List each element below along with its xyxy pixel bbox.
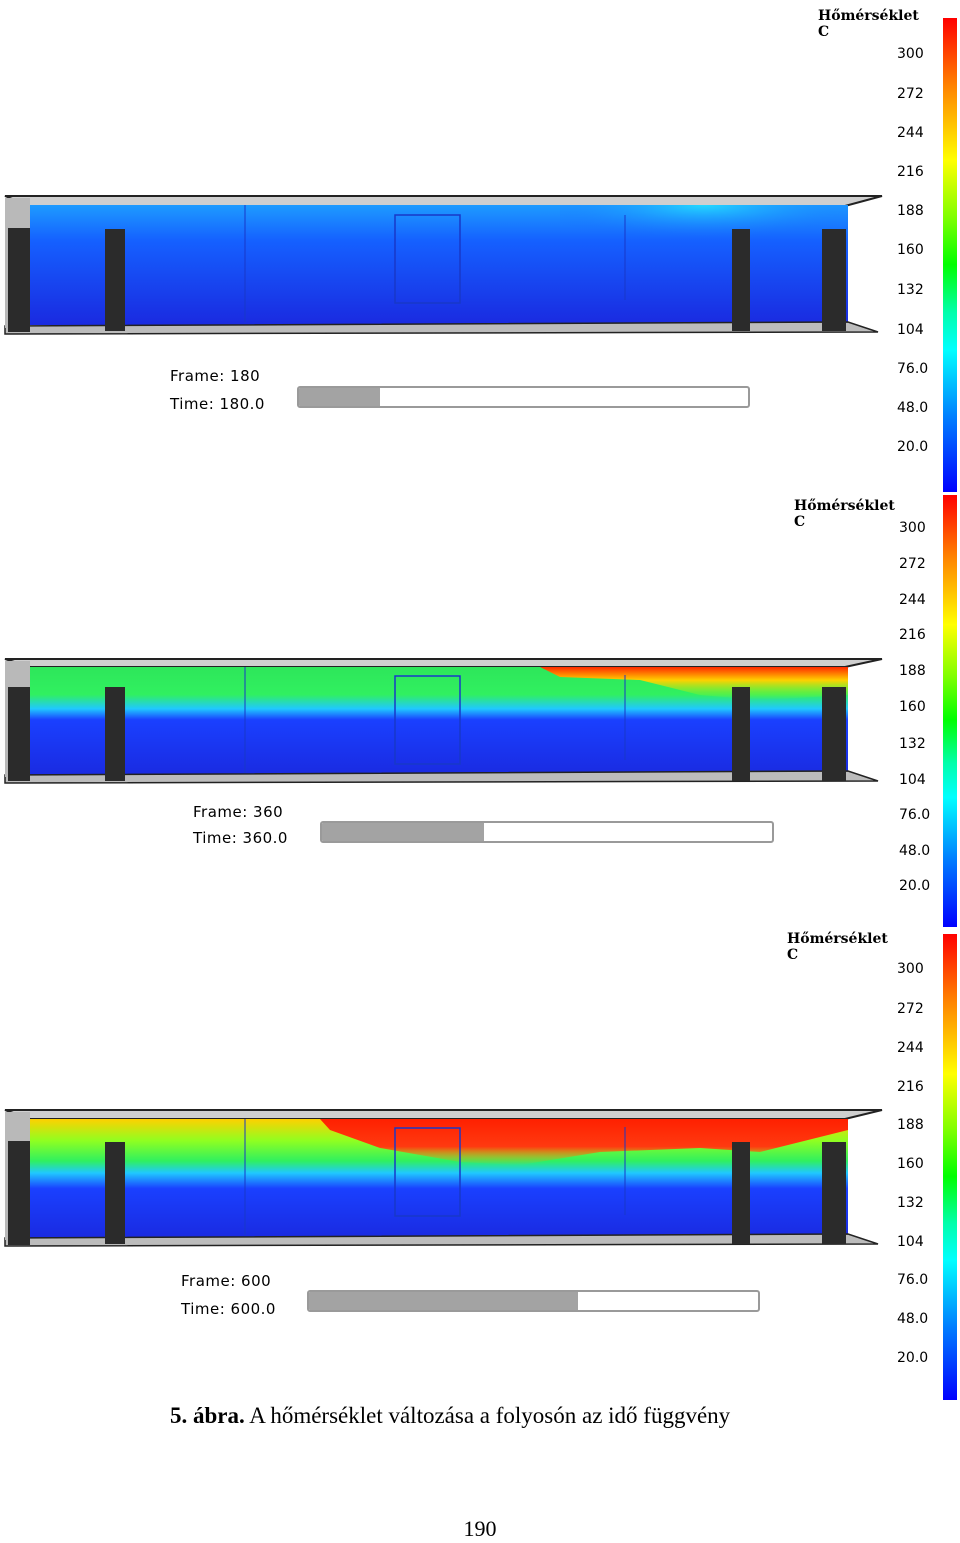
legend-tick: 104 [897,322,924,338]
simulation-panel-2: Hőmérséklet C 300 272 244 216 188 160 13… [0,495,960,930]
page-number: 190 [463,1516,497,1541]
time-progress-bar[interactable] [307,1290,760,1312]
color-scale-bar [943,495,957,927]
time-progress-fill [299,388,380,406]
color-scale-bar [943,934,957,1400]
legend-title-text: Hőmérséklet [794,498,895,514]
legend-tick: 48.0 [897,400,929,416]
caption-prefix: 5. ábra. [170,1403,245,1428]
legend-unit: C [787,947,799,963]
legend-tick: 272 [899,556,926,572]
legend-tick: 132 [897,1195,924,1211]
legend-unit: C [818,24,830,40]
frame-label: Frame: 360 [193,803,284,821]
legend-tick: 216 [897,164,924,180]
time-label: Time: 600.0 [181,1300,276,1318]
figure-caption: 5. ábra. A hőmérséklet változása a folyo… [170,1403,730,1429]
corridor-render [4,1109,883,1247]
legend-title: Hőmérséklet C [794,498,895,530]
legend-title-text: Hőmérséklet [787,931,888,947]
frame-label: Frame: 180 [170,367,261,385]
time-progress-bar[interactable] [297,386,750,408]
legend-tick: 188 [897,203,924,219]
legend-title-text: Hőmérséklet [818,8,919,24]
time-label: Time: 360.0 [193,829,288,847]
legend-tick: 48.0 [899,843,931,859]
legend-tick: 76.0 [897,1272,929,1288]
legend-tick: 104 [899,772,926,788]
legend-tick: 272 [897,1001,924,1017]
legend-tick: 160 [897,1156,924,1172]
legend-title: Hőmérséklet C [818,8,919,40]
simulation-panel-3: Hőmérséklet C 300 272 244 216 188 160 13… [0,930,960,1400]
time-label: Time: 180.0 [170,395,265,413]
time-progress-bar[interactable] [320,821,774,843]
legend-tick: 244 [899,592,926,608]
legend-tick: 216 [899,627,926,643]
legend-title: Hőmérséklet C [787,931,888,963]
legend-unit: C [794,514,806,530]
frame-label: Frame: 600 [181,1272,272,1290]
color-scale-bar [943,18,957,492]
legend-tick: 20.0 [897,1350,929,1366]
legend-tick: 132 [897,282,924,298]
legend-tick: 300 [899,520,926,536]
time-progress-fill [322,823,484,841]
legend-tick: 20.0 [897,439,929,455]
legend-tick: 48.0 [897,1311,929,1327]
simulation-panel-1: Hőmérséklet C 300 272 244 216 188 160 13… [0,0,960,495]
legend-tick: 244 [897,125,924,141]
legend-tick: 300 [897,961,924,977]
legend-tick: 188 [897,1117,924,1133]
legend-tick: 76.0 [899,807,931,823]
legend-tick: 76.0 [897,361,929,377]
legend-tick: 244 [897,1040,924,1056]
corridor-render [4,195,883,335]
legend-tick: 300 [897,46,924,62]
legend-tick: 160 [897,242,924,258]
corridor-render [4,658,883,784]
legend-tick: 20.0 [899,878,931,894]
legend-tick: 160 [899,699,926,715]
time-progress-fill [309,1292,579,1310]
legend-tick: 188 [899,663,926,679]
legend-tick: 132 [899,736,926,752]
legend-tick: 216 [897,1079,924,1095]
legend-tick: 104 [897,1234,924,1250]
caption-text: A hőmérséklet változása a folyosón az id… [244,1403,731,1428]
legend-tick: 272 [897,86,924,102]
